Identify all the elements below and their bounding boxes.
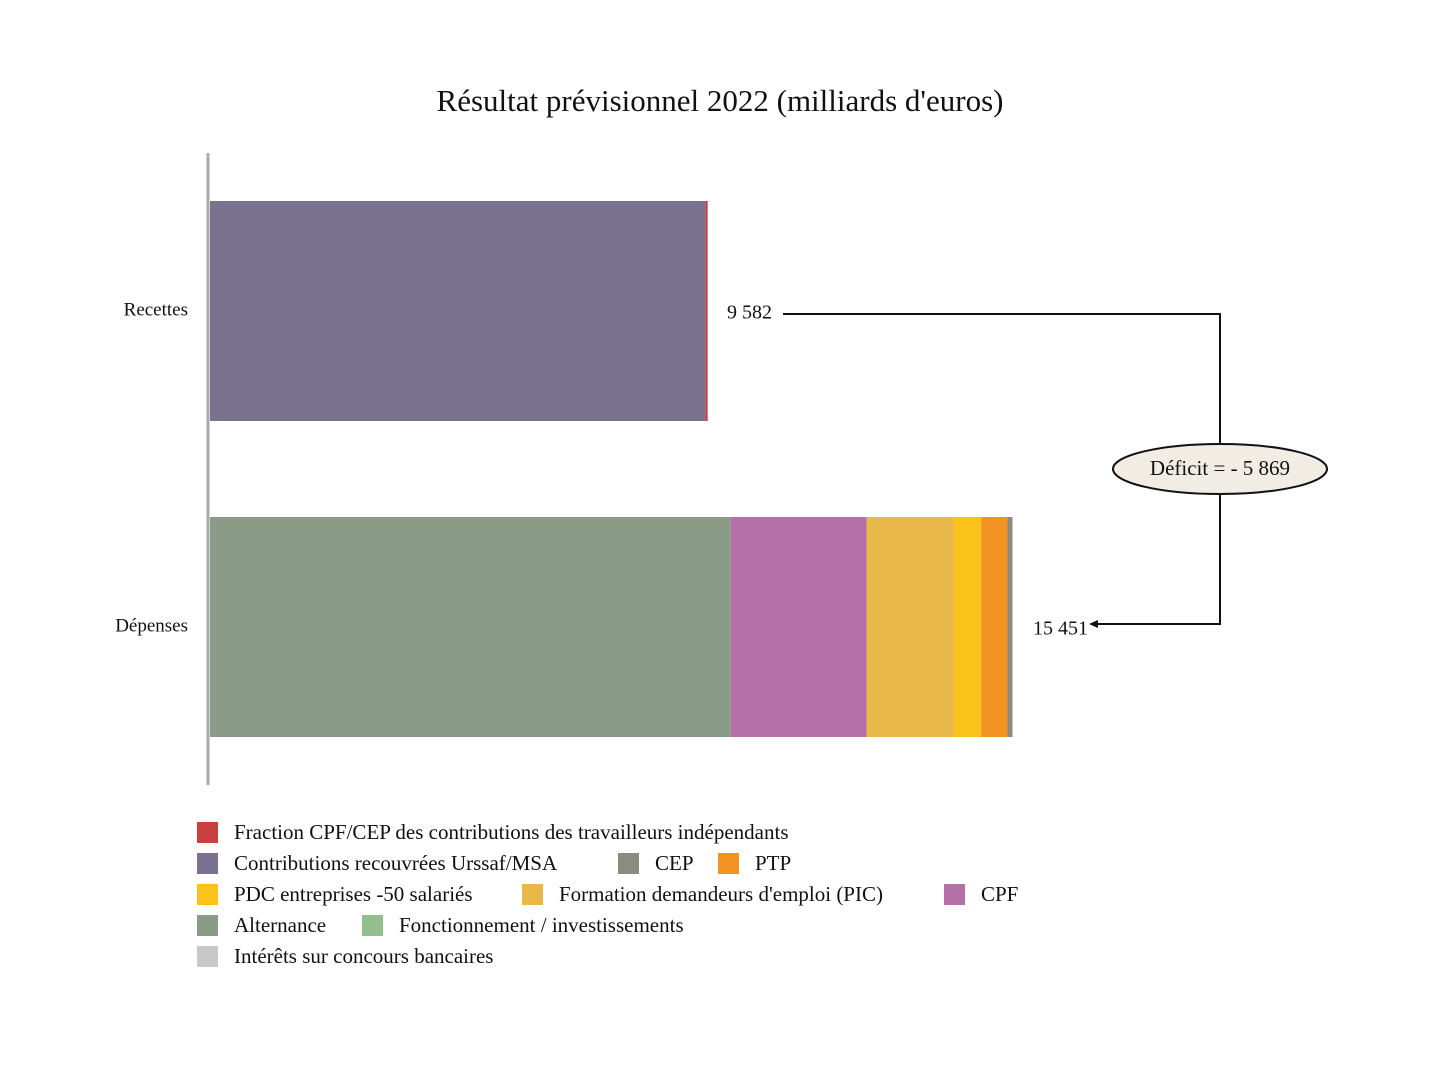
legend-swatch xyxy=(197,946,218,967)
bar-segment xyxy=(866,517,954,737)
deficit-bubble xyxy=(1112,443,1328,495)
bar-segment xyxy=(981,517,1008,737)
legend-label: Contributions recouvrées Urssaf/MSA xyxy=(234,851,558,875)
category-label: Recettes xyxy=(124,299,188,320)
legend-label: Alternance xyxy=(234,913,326,937)
legend-label: CEP xyxy=(655,851,694,875)
legend-swatch xyxy=(197,822,218,843)
legend-swatch xyxy=(944,884,965,905)
connector xyxy=(783,313,1221,444)
chart-title: Résultat prévisionnel 2022 (milliards d'… xyxy=(437,83,1004,118)
legend-label: Formation demandeurs d'emploi (PIC) xyxy=(559,882,883,906)
annotation: Déficit = - 5 869 xyxy=(1150,456,1290,480)
bar-segment xyxy=(705,201,708,421)
legend-swatch xyxy=(618,853,639,874)
legend-label: Fraction CPF/CEP des contributions des t… xyxy=(234,820,789,844)
bar-segment xyxy=(1007,517,1013,737)
connector xyxy=(1096,494,1221,625)
legend-swatch xyxy=(362,915,383,936)
total-label: 9 582 xyxy=(727,302,772,324)
legend-swatch xyxy=(197,853,218,874)
total-label: 15 451 xyxy=(1033,618,1088,640)
legend-label: CPF xyxy=(981,882,1018,906)
legend-swatch xyxy=(718,853,739,874)
legend-label: PDC entreprises -50 salariés xyxy=(234,882,473,906)
legend-label: PTP xyxy=(755,851,791,875)
bar-segment xyxy=(730,517,867,737)
legend-swatch xyxy=(197,884,218,905)
legend-label: Intérêts sur concours bancaires xyxy=(234,944,493,968)
legend-swatch xyxy=(522,884,543,905)
bar-segment xyxy=(953,517,982,737)
bar-segment xyxy=(210,201,706,421)
category-label: Dépenses xyxy=(115,615,188,636)
legend-swatch xyxy=(197,915,218,936)
arrow-head xyxy=(1089,620,1098,628)
legend-label: Fonctionnement / investissements xyxy=(399,913,684,937)
bar-segment xyxy=(210,517,731,737)
